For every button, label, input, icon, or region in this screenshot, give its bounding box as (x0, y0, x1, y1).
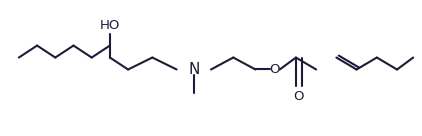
Text: HO: HO (100, 19, 120, 32)
Text: N: N (188, 62, 200, 77)
Text: O: O (294, 90, 304, 103)
Text: O: O (269, 63, 280, 76)
